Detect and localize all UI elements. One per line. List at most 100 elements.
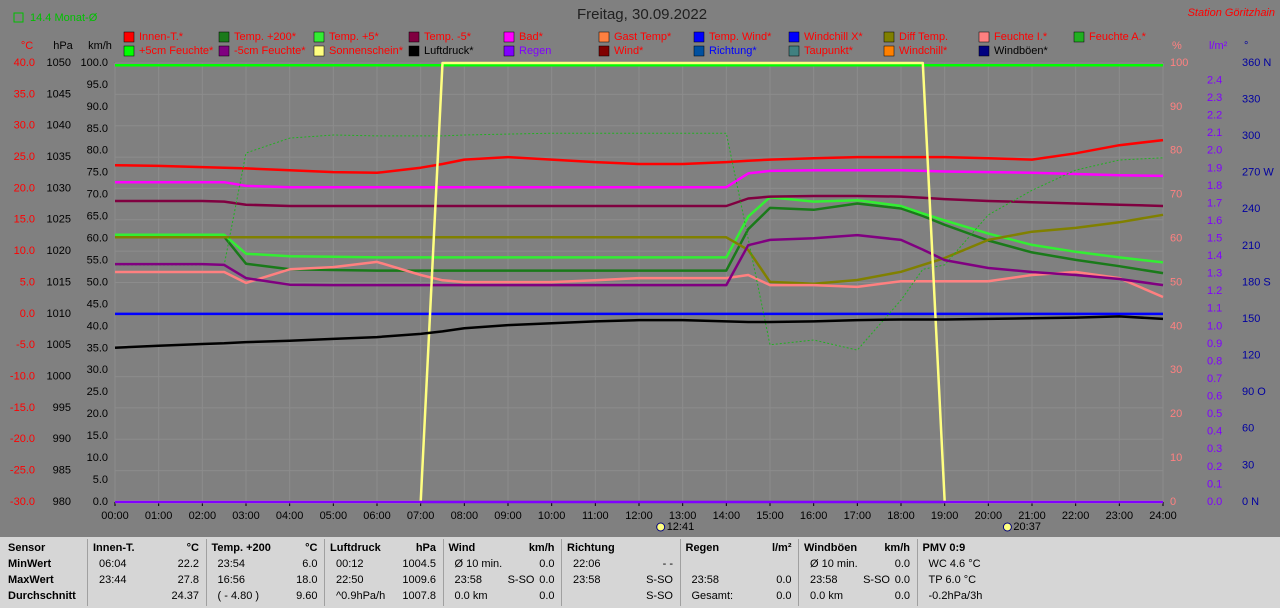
- annotation: 12:41: [667, 521, 695, 533]
- y-tick-label: 0.8: [1207, 355, 1222, 367]
- cell: 23:54: [217, 558, 246, 570]
- legend-label: Windchill*: [899, 45, 948, 57]
- legend-swatch: [978, 31, 990, 43]
- y-tick-label: 35.0: [87, 342, 108, 354]
- cell: 24.37: [171, 590, 199, 602]
- legend-swatch: [313, 45, 325, 57]
- y-tick-label: 1050: [47, 57, 71, 69]
- y-tick-label: 50.0: [87, 276, 108, 288]
- y-tick-label: 75.0: [87, 167, 108, 179]
- legend-swatch: [408, 31, 420, 43]
- y-tick-label: 5.0: [93, 474, 108, 486]
- series-line: [115, 260, 1164, 299]
- y-tick-label: 360 N: [1242, 57, 1271, 69]
- cell: 0.0: [894, 558, 910, 570]
- y-tick-label: 0.7: [1207, 373, 1222, 385]
- cell: 22.2: [177, 558, 199, 570]
- cell: 23:58: [691, 574, 720, 586]
- cell: 0.0: [776, 574, 792, 586]
- axis-unit: °C: [21, 40, 33, 52]
- x-tick-label: 14:00: [713, 510, 741, 522]
- y-tick-label: 270 W: [1242, 167, 1274, 179]
- checkbox[interactable]: [13, 12, 24, 23]
- x-tick-label: 03:00: [232, 510, 260, 522]
- x-tick-label: 12:00: [625, 510, 653, 522]
- cell: 9.60: [296, 590, 318, 602]
- cell: 1004.5: [402, 558, 436, 570]
- cell: 22:50: [336, 574, 364, 586]
- separator: [916, 539, 918, 606]
- group-title: Temp. +200: [211, 542, 271, 554]
- legend-label: +5cm Feuchte*: [139, 45, 214, 57]
- x-tick-label: 16:00: [800, 510, 828, 522]
- y-tick-label: 0: [1170, 496, 1176, 508]
- legend-label: Feuchte I.*: [994, 31, 1048, 43]
- group-unit: °C: [186, 542, 199, 554]
- legend-label: Regen: [519, 45, 551, 57]
- y-tick-label: 0.9: [1207, 338, 1222, 350]
- cell: 23:58: [573, 574, 601, 586]
- cell: - -: [662, 558, 673, 570]
- y-tick-label: 180 S: [1242, 276, 1271, 288]
- axis-unit: °: [1244, 40, 1248, 52]
- cell: 27.8: [177, 574, 199, 586]
- cell: 0.0: [776, 590, 792, 602]
- separator: [798, 539, 799, 606]
- x-tick-label: 23:00: [1106, 510, 1134, 522]
- y-tick-label: 15.0: [14, 214, 35, 226]
- y-tick-label: -25.0: [10, 465, 35, 477]
- cell: -0.2hPa/3h: [928, 590, 983, 602]
- cell: 00:12: [336, 558, 364, 570]
- legend-swatch: [883, 31, 895, 43]
- y-tick-label: 40: [1170, 320, 1182, 332]
- legend-swatch: [123, 31, 135, 43]
- x-tick-label: 15:00: [756, 510, 784, 522]
- legend-label: -5cm Feuchte*: [234, 45, 306, 57]
- y-tick-label: 60: [1170, 233, 1182, 245]
- y-tick-label: 1045: [47, 88, 71, 100]
- legend-swatch: [313, 31, 325, 43]
- legend-label: Temp. +200*: [234, 31, 297, 43]
- cell: Ø 10 min.: [810, 558, 858, 570]
- y-tick-label: 1005: [47, 339, 71, 351]
- y-tick-label: 100: [1170, 57, 1188, 69]
- cell: 1009.6: [402, 574, 436, 586]
- group-title: Richtung: [567, 542, 615, 554]
- legend-label: Feuchte A.*: [1089, 31, 1147, 43]
- cell: 0.0: [539, 574, 555, 586]
- y-tick-label: 300: [1242, 130, 1260, 142]
- y-tick-label: 1000: [47, 370, 71, 382]
- y-tick-label: 15.0: [87, 430, 108, 442]
- legend-label: Bad*: [519, 31, 544, 43]
- y-tick-label: 70: [1170, 189, 1182, 201]
- y-tick-label: 0.6: [1207, 391, 1222, 403]
- group-unit: km/h: [884, 542, 910, 554]
- legend-swatch: [883, 45, 895, 57]
- y-tick-label: -5.0: [16, 339, 35, 351]
- group-title: Luftdruck: [330, 542, 381, 554]
- y-tick-label: -20.0: [10, 433, 35, 445]
- y-tick-label: 60.0: [87, 233, 108, 245]
- legend-label: Innen-T.*: [139, 31, 184, 43]
- legend-label: Diff Temp.: [899, 31, 948, 43]
- series-line: [114, 315, 1164, 349]
- y-tick-label: 0 N: [1242, 496, 1259, 508]
- y-tick-label: 2.3: [1207, 92, 1222, 104]
- y-tick-label: 240: [1242, 203, 1260, 215]
- x-tick-label: 07:00: [407, 510, 435, 522]
- legend-swatch: [218, 31, 230, 43]
- legend-swatch: [503, 31, 515, 43]
- legend-label: Richtung*: [709, 45, 757, 57]
- separator: [205, 539, 207, 606]
- y-tick-label: 30: [1242, 459, 1254, 471]
- axis-unit: l/m²: [1209, 40, 1228, 52]
- y-tick-label: 20: [1170, 408, 1182, 420]
- y-tick-label: 0.4: [1207, 426, 1222, 438]
- x-tick-label: 05:00: [320, 510, 348, 522]
- x-tick-label: 18:00: [887, 510, 915, 522]
- cell: ^0.9hPa/h: [336, 590, 386, 602]
- y-tick-label: 10.0: [87, 452, 108, 464]
- legend-label: Windchill X*: [804, 31, 863, 43]
- y-tick-label: 0.0: [93, 496, 108, 508]
- legend-label: Temp. Wind*: [709, 31, 772, 43]
